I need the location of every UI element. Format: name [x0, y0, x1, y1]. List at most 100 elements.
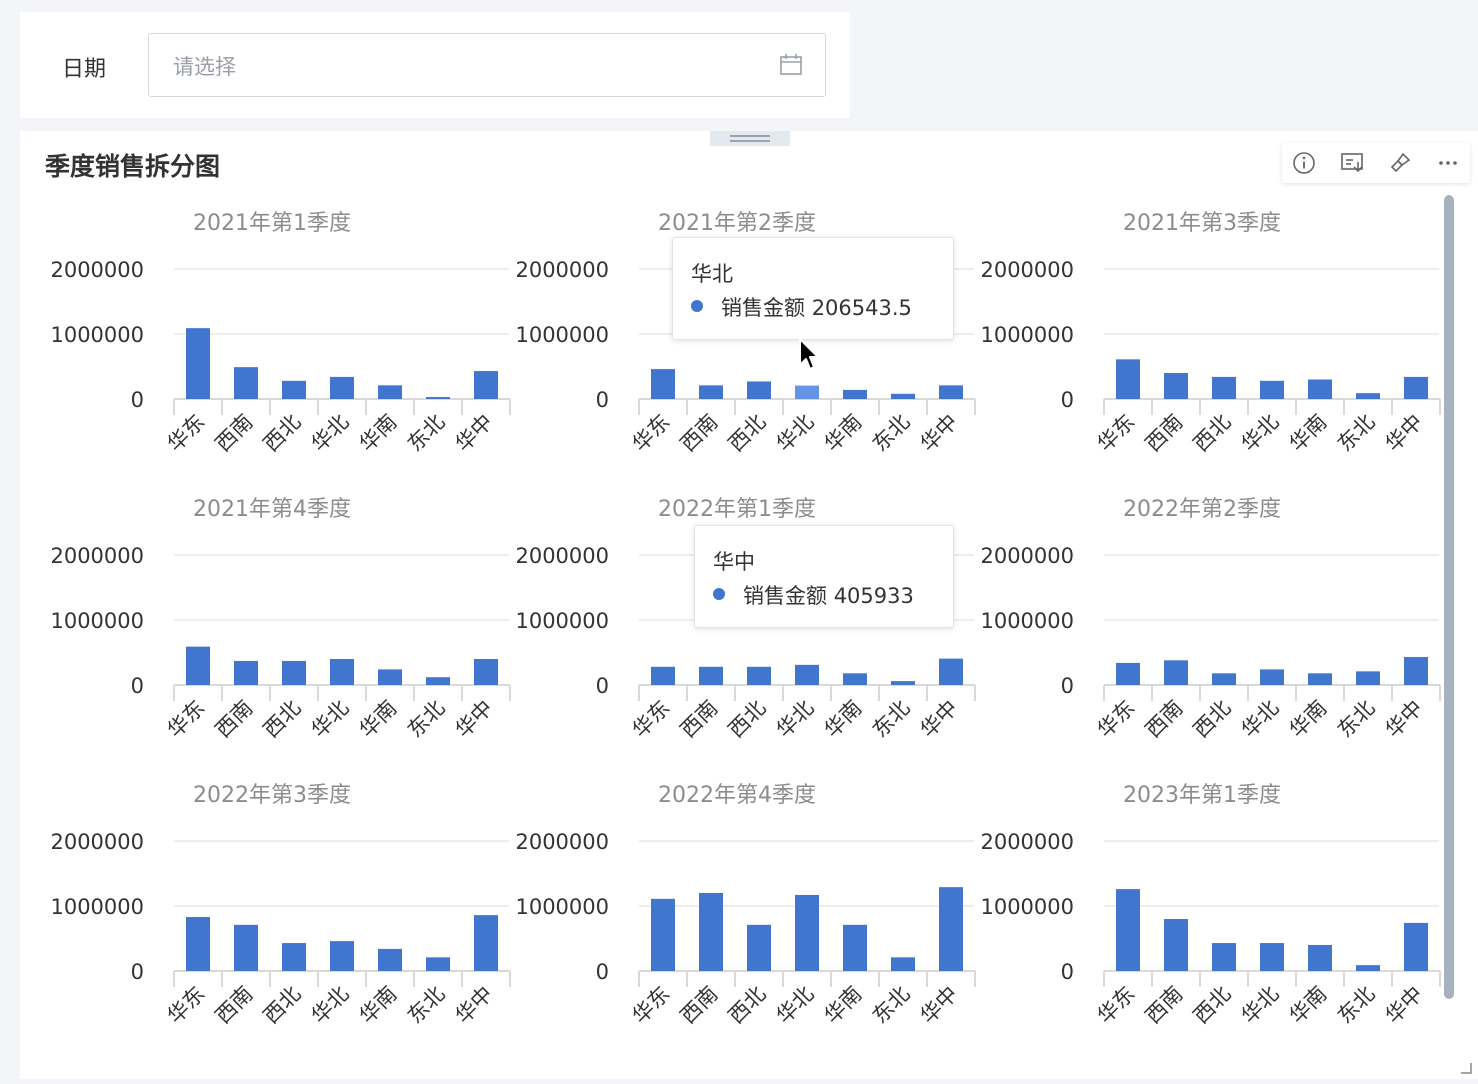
tooltip-category: 华北	[691, 262, 733, 286]
y-tick-label: 2000000	[515, 544, 609, 568]
chart-subtitle: 2021年第1季度	[193, 211, 351, 236]
tooltip-huabei: 华北 销售金额 206543.5	[672, 237, 954, 340]
bar-东北	[891, 393, 915, 399]
x-tick-label: 西南	[211, 982, 258, 1029]
tooltip-category: 华中	[713, 550, 755, 574]
x-tick-label: 西南	[211, 410, 258, 457]
bar-华北	[330, 941, 354, 971]
x-tick-label: 华东	[628, 982, 675, 1029]
bar-华南	[1308, 945, 1332, 971]
x-tick-label: 华南	[820, 982, 867, 1029]
y-tick-label: 2000000	[50, 830, 144, 854]
y-tick-label: 1000000	[515, 895, 609, 919]
x-tick-label: 华中	[1381, 410, 1428, 457]
x-tick-label: 东北	[1333, 410, 1380, 457]
more-icon[interactable]	[1436, 151, 1460, 175]
bar-华北	[795, 385, 819, 399]
x-tick-label: 西北	[1189, 696, 1236, 743]
calendar-icon[interactable]	[779, 53, 803, 81]
x-tick-label: 西北	[259, 696, 306, 743]
drag-handle[interactable]	[710, 131, 790, 146]
x-tick-label: 华南	[355, 982, 402, 1029]
y-tick-label: 1000000	[980, 323, 1074, 347]
x-tick-label: 华中	[1381, 696, 1428, 743]
x-tick-label: 华中	[916, 696, 963, 743]
x-tick-label: 华南	[355, 696, 402, 743]
chart-subtitle: 2023年第1季度	[1123, 783, 1281, 808]
bar-华南	[1308, 379, 1332, 399]
tooltip-series-dot	[713, 588, 725, 600]
tooltip-measure: 销售金额	[721, 296, 805, 320]
mouse-pointer-icon	[798, 337, 822, 377]
bar-西南	[1164, 660, 1188, 685]
x-tick-label: 东北	[868, 982, 915, 1029]
x-tick-label: 东北	[868, 410, 915, 457]
y-tick-label: 1000000	[515, 323, 609, 347]
bar-华南	[843, 389, 867, 399]
tooltip-series-dot	[691, 300, 703, 312]
chart-subtitle: 2022年第1季度	[658, 497, 816, 522]
bar-华南	[1308, 673, 1332, 685]
bar-华北	[1260, 380, 1284, 399]
y-tick-label: 1000000	[50, 323, 144, 347]
bar-西北	[282, 380, 306, 399]
y-tick-label: 0	[596, 960, 609, 984]
x-tick-label: 西南	[676, 982, 723, 1029]
bar-华北	[795, 894, 819, 971]
y-tick-label: 2000000	[515, 830, 609, 854]
vertical-scrollbar[interactable]	[1444, 195, 1454, 999]
x-tick-label: 华南	[1285, 696, 1332, 743]
x-tick-label: 西北	[724, 982, 771, 1029]
y-tick-label: 0	[131, 960, 144, 984]
date-filter-label: 日期	[62, 57, 107, 82]
x-tick-label: 华中	[451, 982, 498, 1029]
x-tick-label: 华北	[772, 410, 819, 457]
x-tick-label: 西南	[1141, 696, 1188, 743]
x-tick-label: 西南	[211, 696, 258, 743]
y-tick-label: 2000000	[50, 258, 144, 282]
bar-西南	[699, 385, 723, 399]
brush-icon[interactable]	[1388, 151, 1412, 175]
x-tick-label: 华东	[163, 696, 210, 743]
y-tick-label: 1000000	[980, 895, 1074, 919]
x-tick-label: 西北	[259, 982, 306, 1029]
y-tick-label: 2000000	[515, 258, 609, 282]
date-picker-placeholder: 请选择	[173, 55, 236, 79]
info-icon[interactable]	[1292, 151, 1316, 175]
bar-华南	[843, 924, 867, 971]
tooltip-value-line: 销售金额 405933	[743, 580, 914, 610]
x-tick-label: 华东	[628, 410, 675, 457]
x-tick-label: 西南	[676, 410, 723, 457]
bar-华北	[330, 659, 354, 685]
x-tick-label: 华北	[1237, 410, 1284, 457]
bar-华中	[1404, 922, 1428, 971]
chart-subtitle: 2022年第3季度	[193, 783, 351, 808]
chart-subtitle: 2022年第4季度	[658, 783, 816, 808]
bar-华东	[186, 646, 210, 685]
y-tick-label: 2000000	[980, 544, 1074, 568]
x-tick-label: 东北	[1333, 982, 1380, 1029]
bar-西北	[1212, 943, 1236, 971]
bar-华东	[651, 898, 675, 971]
date-picker-input[interactable]: 请选择	[148, 33, 826, 97]
y-tick-label: 1000000	[50, 895, 144, 919]
x-tick-label: 华北	[772, 982, 819, 1029]
switch-chart-icon[interactable]	[1340, 151, 1364, 175]
bar-华南	[378, 948, 402, 971]
x-tick-label: 东北	[403, 410, 450, 457]
bar-华中	[939, 658, 963, 685]
bar-华东	[651, 369, 675, 399]
x-tick-label: 华北	[1237, 982, 1284, 1029]
bar-西南	[234, 924, 258, 971]
bar-西南	[699, 893, 723, 971]
x-tick-label: 华北	[307, 410, 354, 457]
bar-华中	[939, 887, 963, 971]
x-tick-label: 华东	[1093, 982, 1140, 1029]
bar-华中	[474, 915, 498, 971]
bar-华北	[330, 376, 354, 399]
resize-handle-icon[interactable]	[1460, 1059, 1472, 1078]
bar-西北	[1212, 376, 1236, 399]
x-tick-label: 华中	[916, 982, 963, 1029]
bar-华东	[1116, 889, 1140, 971]
